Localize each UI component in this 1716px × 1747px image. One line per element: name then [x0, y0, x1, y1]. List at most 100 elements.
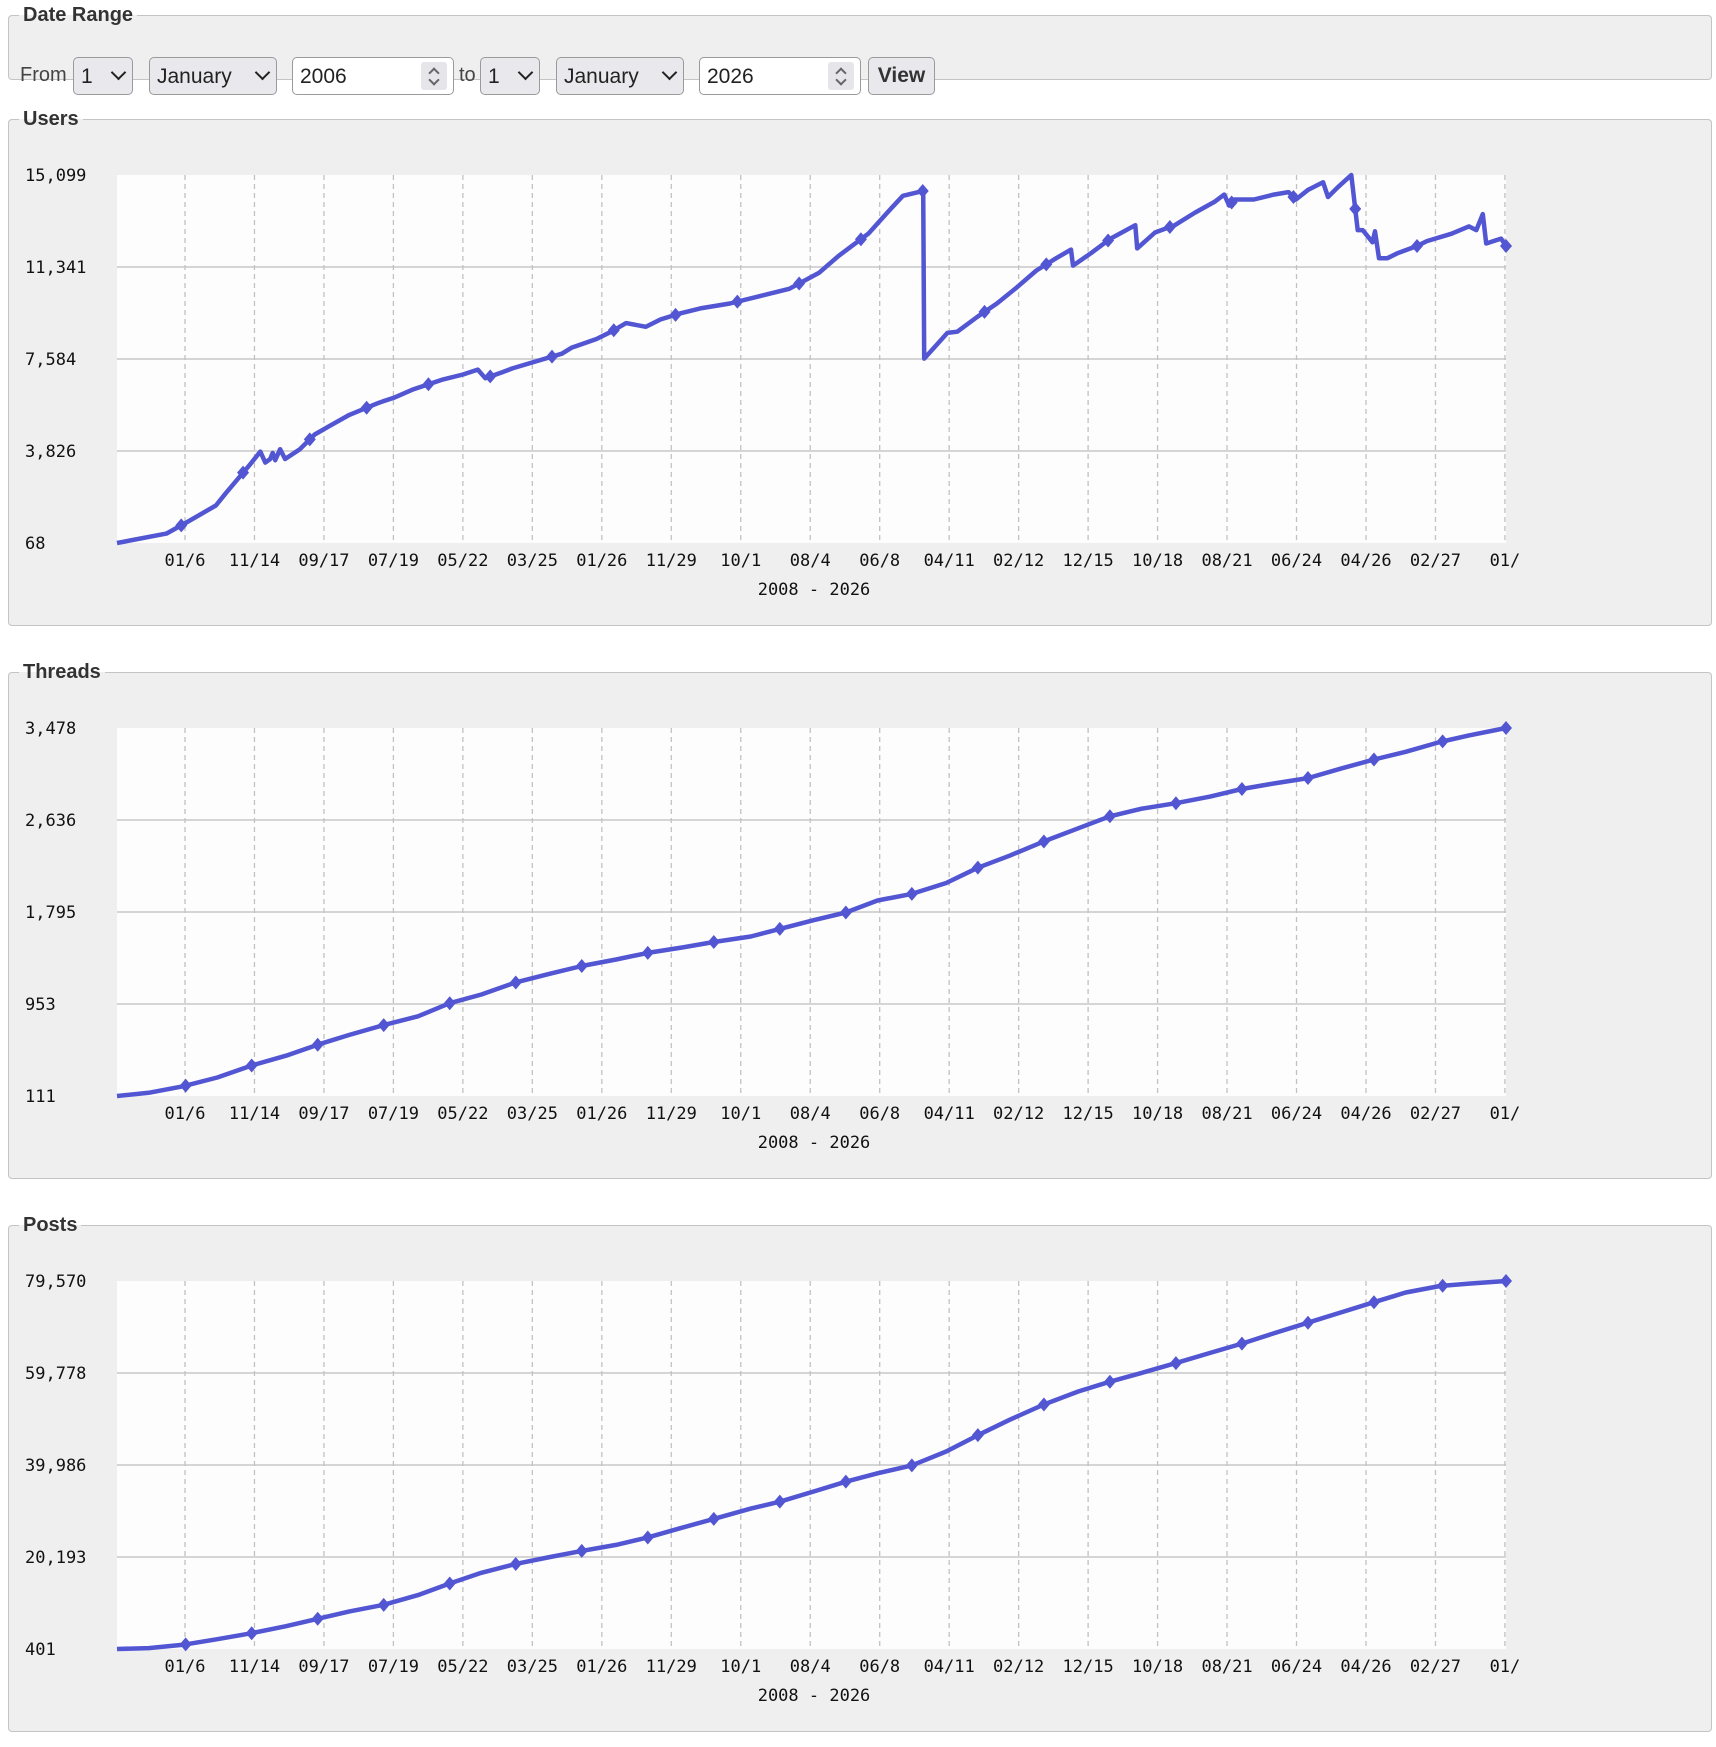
- x-tick-label: 02/12: [993, 1657, 1044, 1677]
- data-point: [179, 1078, 192, 1093]
- x-tick-label: 11/14: [229, 1657, 280, 1677]
- spin-down-icon[interactable]: [835, 74, 847, 86]
- date-range-row: From 1 January 2006 to 1 January 2026 Vi…: [9, 53, 1711, 95]
- chevron-down-icon: [661, 64, 678, 81]
- y-tick-label: 7,584: [25, 350, 76, 370]
- data-point: [1436, 734, 1449, 749]
- view-button[interactable]: View: [868, 57, 935, 95]
- x-tick-label: 06/8: [859, 1104, 900, 1124]
- users-chart-title: Users: [23, 108, 79, 130]
- data-point: [1103, 1374, 1116, 1389]
- threads-chart-panel: Threads 3,478 2,636 1,795 953 111 01/6 11/14 09…: [8, 661, 1712, 1179]
- data-point: [311, 1037, 324, 1052]
- x-tick-label: 04/26: [1340, 551, 1391, 571]
- x-tick-label: 06/8: [859, 551, 900, 571]
- data-point: [484, 369, 497, 384]
- x-tick-label: 12/15: [1063, 1104, 1114, 1124]
- data-point: [1169, 796, 1182, 811]
- x-tick-label: 01/: [1490, 1657, 1521, 1677]
- from-label: From: [20, 64, 67, 86]
- x-axis-label: 2008 - 2026: [758, 580, 871, 600]
- data-point: [1103, 809, 1116, 824]
- x-tick-label: 04/26: [1340, 1657, 1391, 1677]
- chevron-down-icon: [110, 64, 127, 81]
- x-tick-label: 08/4: [790, 551, 831, 571]
- data-point: [237, 465, 250, 480]
- series-line: [116, 1278, 1507, 1652]
- to-day-select[interactable]: 1: [480, 57, 540, 95]
- y-tick-label: 953: [25, 995, 56, 1015]
- x-tick-label: 01/26: [576, 1104, 627, 1124]
- data-point: [793, 276, 806, 291]
- x-tick-label: 02/12: [993, 1104, 1044, 1124]
- x-tick-label: 03/25: [507, 1657, 558, 1677]
- users-chart: 15,099 11,341 7,584 3,826 68 01/6 11/14 09/17 07…: [25, 166, 1521, 600]
- from-day-select[interactable]: 1: [73, 57, 133, 95]
- x-tick-label: 01/: [1490, 551, 1521, 571]
- x-tick-label: 06/24: [1271, 1657, 1322, 1677]
- data-point: [1411, 238, 1424, 253]
- to-month-value: January: [564, 65, 639, 88]
- to-year-input[interactable]: 2026: [699, 57, 861, 95]
- threads-chart-title: Threads: [23, 661, 101, 683]
- from-month-value: January: [157, 65, 232, 88]
- x-tick-label: 10/1: [720, 1104, 761, 1124]
- x-tick-label: 10/18: [1132, 1657, 1183, 1677]
- data-point: [971, 860, 984, 875]
- x-tick-label: 12/15: [1063, 551, 1114, 571]
- y-tick-label: 59,778: [25, 1364, 86, 1384]
- y-tick-label: 401: [25, 1640, 56, 1660]
- to-day-value: 1: [488, 65, 500, 88]
- y-tick-label: 2,636: [25, 811, 76, 831]
- data-point: [731, 294, 744, 309]
- y-tick-label: 20,193: [25, 1548, 86, 1568]
- y-tick-label: 68: [25, 534, 45, 554]
- data-point: [1367, 752, 1380, 767]
- x-tick-label: 09/17: [298, 1104, 349, 1124]
- to-label: to: [459, 64, 476, 86]
- data-point: [1349, 201, 1362, 216]
- x-tick-label: 06/24: [1271, 551, 1322, 571]
- y-tick-label: 79,570: [25, 1272, 86, 1292]
- data-point: [1287, 190, 1300, 205]
- data-point: [1040, 257, 1053, 272]
- to-year-spinner[interactable]: [828, 62, 854, 90]
- x-tick-label: 01/6: [165, 1104, 206, 1124]
- data-point: [1500, 1274, 1512, 1288]
- data-point: [1225, 195, 1238, 210]
- data-point: [773, 921, 786, 936]
- x-tick-label: 11/14: [229, 551, 280, 571]
- x-tick-label: 10/1: [720, 551, 761, 571]
- x-tick-label: 04/11: [924, 1104, 975, 1124]
- x-tick-label: 05/22: [437, 1657, 488, 1677]
- from-year-spinner[interactable]: [421, 62, 447, 90]
- data-point: [311, 1611, 324, 1626]
- data-point: [641, 945, 654, 960]
- chevron-down-icon: [517, 64, 534, 81]
- data-point: [509, 1556, 522, 1571]
- posts-chart-title: Posts: [23, 1214, 78, 1236]
- chevron-down-icon: [254, 64, 271, 81]
- data-point: [641, 1530, 654, 1545]
- x-tick-label: 02/27: [1410, 1104, 1461, 1124]
- data-point: [1301, 771, 1314, 786]
- x-tick-label: 11/29: [646, 1104, 697, 1124]
- x-tick-label: 02/27: [1410, 551, 1461, 571]
- data-point: [443, 996, 456, 1011]
- spin-down-icon[interactable]: [428, 74, 440, 86]
- users-chart-panel: Users 15,099 11,341 7,584 3,826 68 01/6 11/14 0…: [8, 108, 1712, 626]
- y-tick-label: 15,099: [25, 166, 86, 186]
- series-line: [116, 725, 1507, 1099]
- from-month-select[interactable]: January: [149, 57, 277, 95]
- y-tick-label: 3,478: [25, 719, 76, 739]
- data-point: [707, 935, 720, 950]
- x-tick-label: 01/26: [576, 1657, 627, 1677]
- to-month-select[interactable]: January: [556, 57, 684, 95]
- y-tick-label: 1,795: [25, 903, 76, 923]
- x-tick-label: 01/6: [165, 551, 206, 571]
- data-point: [607, 323, 620, 338]
- from-year-input[interactable]: 2006: [292, 57, 454, 95]
- x-tick-label: 07/19: [368, 551, 419, 571]
- threads-chart: 3,478 2,636 1,795 953 111 01/6 11/14 09/17 07/19…: [25, 719, 1520, 1153]
- x-axis-label: 2008 - 2026: [758, 1133, 871, 1153]
